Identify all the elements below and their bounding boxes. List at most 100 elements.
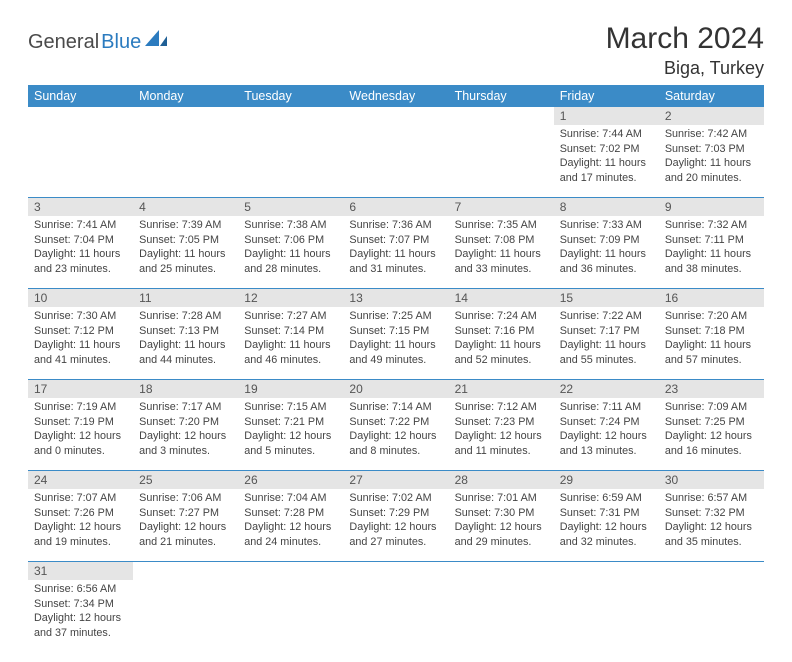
day-content-row: Sunrise: 6:56 AMSunset: 7:34 PMDaylight:… <box>28 580 764 652</box>
day-number <box>28 107 133 111</box>
sunset-text: Sunset: 7:09 PM <box>560 233 653 248</box>
location-label: Biga, Turkey <box>606 58 764 79</box>
day-number: 1 <box>554 107 659 125</box>
day-number-row: 24252627282930 <box>28 471 764 490</box>
day-number: 24 <box>28 471 133 489</box>
daylight-text: Daylight: 11 hours and 20 minutes. <box>665 156 758 185</box>
sunset-text: Sunset: 7:07 PM <box>349 233 442 248</box>
day-cell: Sunrise: 7:41 AMSunset: 7:04 PMDaylight:… <box>28 216 133 280</box>
weekday-head: Tuesday <box>238 85 343 107</box>
daylight-text: Daylight: 12 hours and 11 minutes. <box>455 429 548 458</box>
sunset-text: Sunset: 7:12 PM <box>34 324 127 339</box>
day-cell <box>343 125 448 131</box>
day-cell: Sunrise: 7:07 AMSunset: 7:26 PMDaylight:… <box>28 489 133 553</box>
sunset-text: Sunset: 7:14 PM <box>244 324 337 339</box>
sunset-text: Sunset: 7:21 PM <box>244 415 337 430</box>
day-cell: Sunrise: 7:12 AMSunset: 7:23 PMDaylight:… <box>449 398 554 462</box>
weekday-head: Monday <box>133 85 238 107</box>
day-number <box>449 107 554 111</box>
sunrise-text: Sunrise: 7:09 AM <box>665 400 758 415</box>
sunrise-text: Sunrise: 7:36 AM <box>349 218 442 233</box>
daylight-text: Daylight: 11 hours and 57 minutes. <box>665 338 758 367</box>
day-number: 18 <box>133 380 238 398</box>
day-content-row: Sunrise: 7:41 AMSunset: 7:04 PMDaylight:… <box>28 216 764 289</box>
day-number: 31 <box>28 562 133 580</box>
day-number: 7 <box>449 198 554 216</box>
sunset-text: Sunset: 7:26 PM <box>34 506 127 521</box>
day-number: 25 <box>133 471 238 489</box>
sunrise-text: Sunrise: 7:30 AM <box>34 309 127 324</box>
sunrise-text: Sunrise: 7:11 AM <box>560 400 653 415</box>
day-number: 15 <box>554 289 659 307</box>
day-content-row: Sunrise: 7:19 AMSunset: 7:19 PMDaylight:… <box>28 398 764 471</box>
day-number: 28 <box>449 471 554 489</box>
sunset-text: Sunset: 7:02 PM <box>560 142 653 157</box>
day-cell <box>343 580 448 586</box>
day-number: 14 <box>449 289 554 307</box>
daylight-text: Daylight: 12 hours and 16 minutes. <box>665 429 758 458</box>
day-number <box>133 107 238 111</box>
daylight-text: Daylight: 12 hours and 13 minutes. <box>560 429 653 458</box>
day-cell: Sunrise: 6:59 AMSunset: 7:31 PMDaylight:… <box>554 489 659 553</box>
daylight-text: Daylight: 12 hours and 35 minutes. <box>665 520 758 549</box>
day-number <box>238 107 343 111</box>
sunrise-text: Sunrise: 7:39 AM <box>139 218 232 233</box>
day-cell <box>659 580 764 586</box>
daylight-text: Daylight: 11 hours and 55 minutes. <box>560 338 653 367</box>
sunset-text: Sunset: 7:17 PM <box>560 324 653 339</box>
day-number: 8 <box>554 198 659 216</box>
day-number: 27 <box>343 471 448 489</box>
sunrise-text: Sunrise: 6:56 AM <box>34 582 127 597</box>
daylight-text: Daylight: 11 hours and 41 minutes. <box>34 338 127 367</box>
sunset-text: Sunset: 7:05 PM <box>139 233 232 248</box>
day-cell: Sunrise: 7:24 AMSunset: 7:16 PMDaylight:… <box>449 307 554 371</box>
daylight-text: Daylight: 11 hours and 25 minutes. <box>139 247 232 276</box>
daylight-text: Daylight: 11 hours and 31 minutes. <box>349 247 442 276</box>
day-number <box>449 562 554 566</box>
day-cell: Sunrise: 7:20 AMSunset: 7:18 PMDaylight:… <box>659 307 764 371</box>
daylight-text: Daylight: 12 hours and 24 minutes. <box>244 520 337 549</box>
day-cell <box>238 580 343 586</box>
daylight-text: Daylight: 12 hours and 27 minutes. <box>349 520 442 549</box>
day-cell: Sunrise: 6:57 AMSunset: 7:32 PMDaylight:… <box>659 489 764 553</box>
day-number: 17 <box>28 380 133 398</box>
daylight-text: Daylight: 11 hours and 23 minutes. <box>34 247 127 276</box>
sunset-text: Sunset: 7:03 PM <box>665 142 758 157</box>
sunset-text: Sunset: 7:16 PM <box>455 324 548 339</box>
daylight-text: Daylight: 11 hours and 49 minutes. <box>349 338 442 367</box>
daylight-text: Daylight: 12 hours and 21 minutes. <box>139 520 232 549</box>
day-number <box>554 562 659 566</box>
day-cell: Sunrise: 7:39 AMSunset: 7:05 PMDaylight:… <box>133 216 238 280</box>
daylight-text: Daylight: 12 hours and 3 minutes. <box>139 429 232 458</box>
day-number: 4 <box>133 198 238 216</box>
sunrise-text: Sunrise: 7:27 AM <box>244 309 337 324</box>
day-cell: Sunrise: 7:11 AMSunset: 7:24 PMDaylight:… <box>554 398 659 462</box>
day-cell: Sunrise: 7:14 AMSunset: 7:22 PMDaylight:… <box>343 398 448 462</box>
day-cell: Sunrise: 7:32 AMSunset: 7:11 PMDaylight:… <box>659 216 764 280</box>
day-number: 16 <box>659 289 764 307</box>
sunrise-text: Sunrise: 7:33 AM <box>560 218 653 233</box>
sunset-text: Sunset: 7:31 PM <box>560 506 653 521</box>
page-title: March 2024 <box>606 22 764 56</box>
day-cell: Sunrise: 6:56 AMSunset: 7:34 PMDaylight:… <box>28 580 133 644</box>
daylight-text: Daylight: 12 hours and 37 minutes. <box>34 611 127 640</box>
sunset-text: Sunset: 7:34 PM <box>34 597 127 612</box>
sunrise-text: Sunrise: 7:07 AM <box>34 491 127 506</box>
day-cell <box>554 580 659 586</box>
day-cell <box>449 580 554 586</box>
day-cell: Sunrise: 7:36 AMSunset: 7:07 PMDaylight:… <box>343 216 448 280</box>
sunrise-text: Sunrise: 7:44 AM <box>560 127 653 142</box>
sunset-text: Sunset: 7:19 PM <box>34 415 127 430</box>
day-cell: Sunrise: 7:44 AMSunset: 7:02 PMDaylight:… <box>554 125 659 189</box>
day-cell: Sunrise: 7:25 AMSunset: 7:15 PMDaylight:… <box>343 307 448 371</box>
day-cell: Sunrise: 7:09 AMSunset: 7:25 PMDaylight:… <box>659 398 764 462</box>
day-number: 2 <box>659 107 764 125</box>
sunrise-text: Sunrise: 7:04 AM <box>244 491 337 506</box>
sunset-text: Sunset: 7:29 PM <box>349 506 442 521</box>
sunrise-text: Sunrise: 7:38 AM <box>244 218 337 233</box>
daylight-text: Daylight: 12 hours and 32 minutes. <box>560 520 653 549</box>
day-cell: Sunrise: 7:17 AMSunset: 7:20 PMDaylight:… <box>133 398 238 462</box>
sunrise-text: Sunrise: 7:25 AM <box>349 309 442 324</box>
daylight-text: Daylight: 12 hours and 8 minutes. <box>349 429 442 458</box>
day-cell: Sunrise: 7:22 AMSunset: 7:17 PMDaylight:… <box>554 307 659 371</box>
